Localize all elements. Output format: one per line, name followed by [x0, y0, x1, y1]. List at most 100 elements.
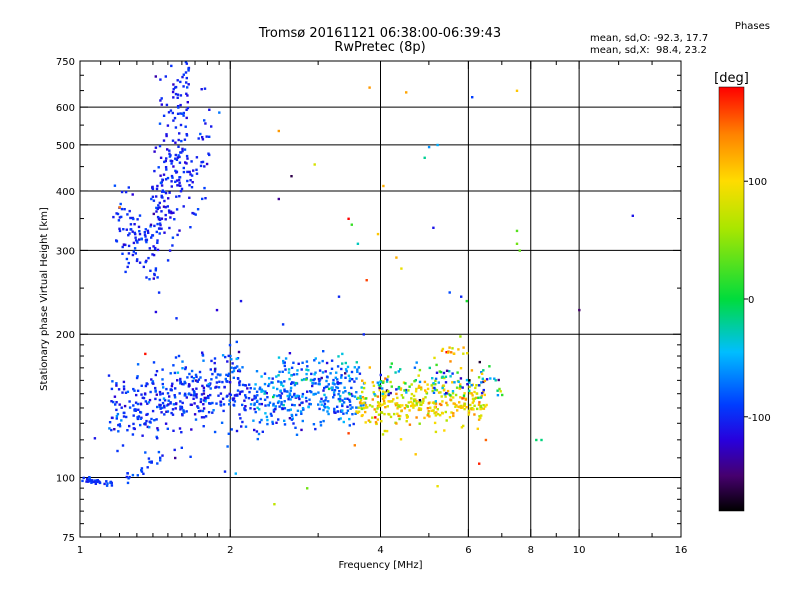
scatter-point — [311, 381, 314, 385]
scatter-point — [148, 460, 151, 464]
scatter-point — [127, 186, 130, 189]
scatter-point — [195, 172, 199, 175]
scatter-point — [118, 227, 121, 230]
scatter-point — [191, 388, 195, 391]
scatter-point — [435, 363, 438, 367]
scatter-point — [431, 386, 435, 390]
scatter-point — [482, 388, 485, 392]
scatter-point — [254, 396, 257, 399]
scatter-point — [121, 444, 125, 447]
scatter-point — [277, 374, 280, 377]
scatter-point — [238, 392, 241, 396]
scatter-point — [187, 83, 190, 86]
scatter-point — [113, 428, 116, 431]
scatter-point — [462, 424, 465, 428]
scatter-point — [120, 215, 123, 219]
scatter-point — [135, 376, 139, 380]
scatter-point — [441, 375, 444, 378]
scatter-point — [394, 402, 397, 405]
scatter-point — [280, 383, 283, 386]
scatter-point — [178, 161, 182, 164]
scatter-point — [115, 417, 118, 420]
scatter-point — [163, 413, 166, 416]
scatter-point — [130, 228, 133, 231]
scatter-point — [418, 407, 421, 410]
scatter-point — [186, 86, 189, 89]
scatter-point — [118, 216, 122, 219]
scatter-point — [345, 370, 348, 373]
scatter-point — [338, 397, 341, 401]
scatter-point — [404, 404, 408, 407]
scatter-point — [128, 406, 132, 409]
scatter-point — [164, 218, 167, 221]
scatter-point — [415, 361, 418, 364]
scatter-point — [181, 75, 184, 79]
x-tick-label: 8 — [528, 545, 534, 556]
scatter-point — [174, 356, 178, 359]
scatter-point — [468, 392, 472, 395]
scatter-point — [351, 378, 354, 381]
scatter-point — [145, 238, 149, 242]
scatter-point — [177, 106, 180, 109]
scatter-point — [136, 474, 139, 477]
scatter-point — [295, 413, 298, 417]
scatter-point — [368, 366, 371, 369]
scatter-point — [118, 206, 121, 209]
scatter-point — [179, 379, 182, 382]
scatter-point — [326, 385, 329, 388]
scatter-point — [399, 368, 402, 371]
scatter-point — [451, 381, 454, 384]
scatter-point — [313, 163, 316, 166]
scatter-point — [232, 369, 236, 373]
scatter-point — [290, 175, 293, 178]
scatter-point — [389, 415, 393, 419]
scatter-point — [156, 248, 160, 252]
scatter-point — [430, 409, 433, 412]
scatter-point — [140, 384, 143, 387]
scatter-point — [110, 484, 114, 487]
scatter-point — [394, 404, 398, 407]
scatter-point — [471, 394, 474, 397]
scatter-point — [197, 137, 200, 140]
scatter-point — [286, 394, 289, 398]
scatter-point — [128, 209, 131, 213]
scatter-point — [138, 230, 141, 233]
scatter-point — [424, 396, 427, 399]
scatter-point — [274, 407, 277, 411]
scatter-point — [174, 456, 177, 460]
scatter-point — [298, 397, 301, 401]
scatter-point — [189, 393, 193, 397]
scatter-point — [387, 412, 390, 416]
scatter-point — [463, 407, 466, 411]
scatter-point — [409, 404, 413, 408]
scatter-point — [179, 184, 182, 187]
scatter-point — [408, 385, 411, 388]
scatter-point — [160, 103, 163, 106]
scatter-point — [174, 157, 177, 160]
scatter-point — [158, 144, 162, 148]
scatter-point — [117, 219, 121, 222]
scatter-point — [433, 402, 436, 405]
scatter-point — [327, 407, 330, 410]
scatter-point — [460, 406, 463, 409]
scatter-point — [263, 382, 267, 386]
scatter-point — [146, 466, 149, 469]
scatter-point — [185, 396, 188, 399]
scatter-point — [192, 212, 196, 215]
scatter-point — [313, 377, 316, 381]
scatter-point — [415, 402, 418, 405]
scatter-point — [126, 213, 129, 216]
scatter-point — [156, 462, 159, 465]
scatter-point — [313, 373, 316, 376]
scatter-point — [384, 377, 387, 380]
scatter-point — [176, 96, 179, 99]
scatter-point — [468, 381, 471, 384]
scatter-point — [432, 382, 435, 385]
scatter-point — [197, 406, 200, 409]
scatter-point — [397, 414, 400, 418]
scatter-point — [451, 390, 455, 393]
scatter-point — [348, 424, 351, 427]
scatter-point — [376, 401, 380, 404]
scatter-point — [297, 396, 300, 399]
scatter-point — [305, 372, 308, 376]
